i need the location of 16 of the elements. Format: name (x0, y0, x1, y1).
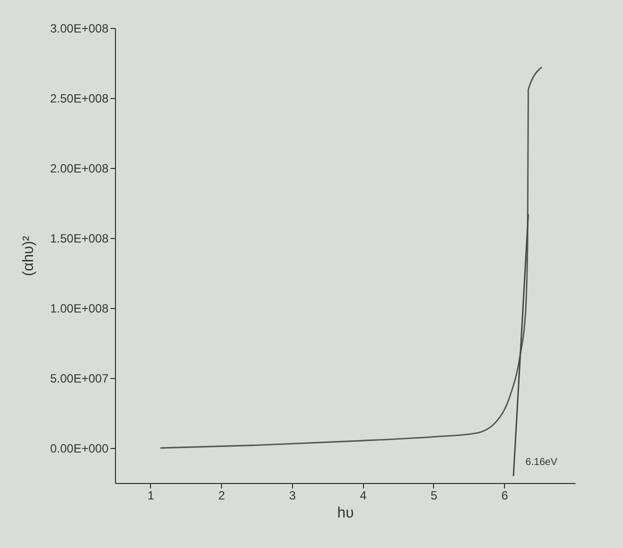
y-tick-label: 3.00E+008 (50, 22, 109, 36)
y-tick-label: 0.00E+000 (50, 442, 109, 456)
x-tick-label: 4 (360, 488, 367, 502)
y-tick-label: 1.50E+008 (50, 232, 109, 246)
y-tick-label: 2.50E+008 (50, 92, 109, 106)
x-axis-title: hυ (337, 504, 354, 522)
x-tick-label: 6 (501, 488, 508, 502)
x-tick-label: 5 (430, 488, 438, 502)
y-tick-label: 1.00E+008 (50, 302, 109, 316)
annotation: 6.16eV (526, 457, 558, 468)
y-tick-label: 2.00E+008 (50, 162, 109, 176)
x-tick-label: 1 (148, 488, 155, 502)
y-axis-title: (αhυ)² (20, 236, 38, 276)
y-tick-label: 5.00E+007 (50, 372, 109, 386)
x-tick-label: 3 (289, 488, 296, 502)
x-tick-label: 2 (218, 488, 226, 502)
